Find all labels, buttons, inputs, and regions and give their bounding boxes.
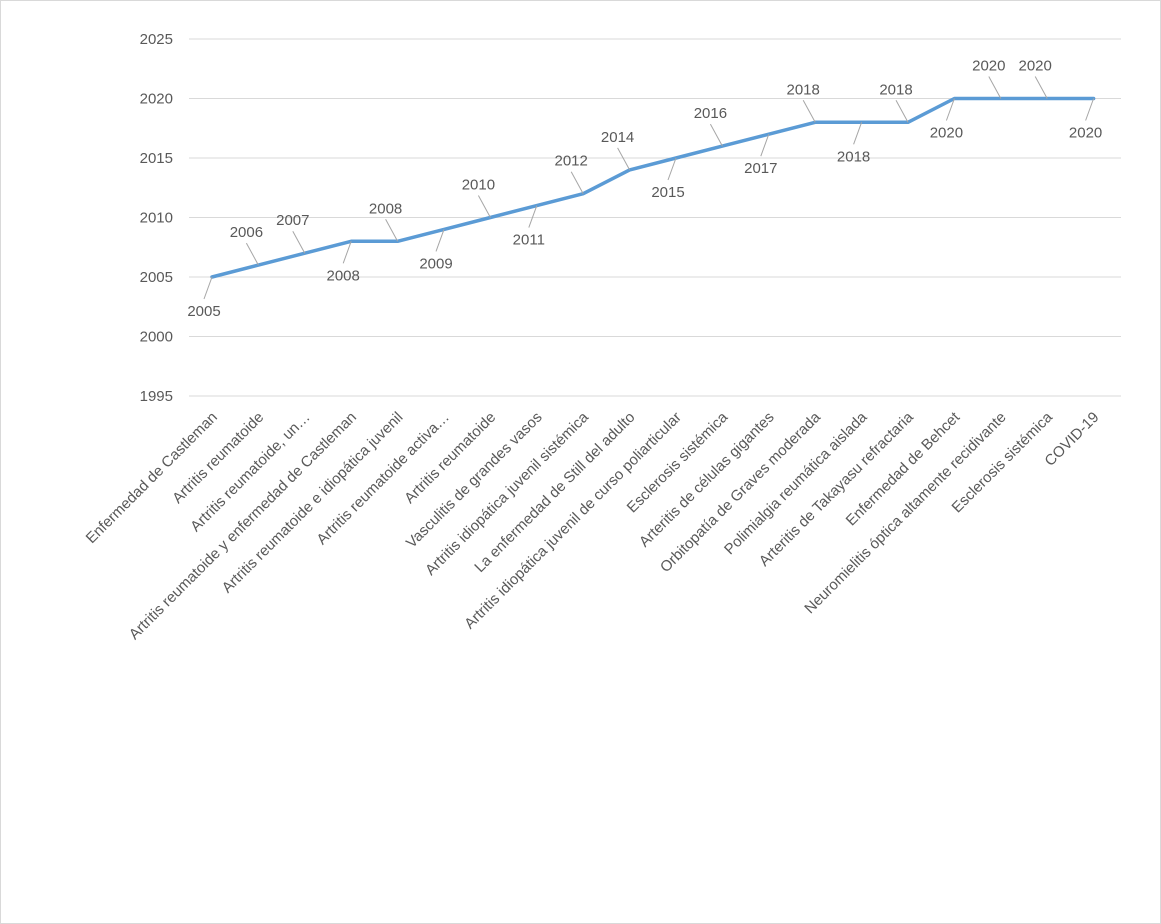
data-label-leader (342, 241, 352, 264)
data-label: 2018 (837, 148, 870, 165)
data-label-leader (709, 123, 723, 147)
data-label: 2020 (1069, 125, 1102, 142)
gridlines (189, 38, 1121, 397)
series-line (210, 96, 1096, 279)
data-label: 2010 (462, 177, 495, 194)
data-label: 2016 (694, 105, 727, 122)
data-label-leader (528, 205, 538, 228)
data-label: 2008 (369, 200, 402, 217)
y-axis-ticks: 1995 2000 2005 2010 2015 2020 2025 (140, 31, 173, 405)
data-label: 2009 (419, 255, 452, 272)
data-label: 2020 (1019, 58, 1052, 75)
series-line-group (210, 96, 1096, 279)
category-label: Artritis idiopática juvenil de curso pol… (461, 409, 685, 633)
data-label: 2012 (555, 153, 588, 170)
data-label-leaders (203, 76, 1095, 300)
data-label-leader (292, 230, 306, 254)
data-labels: 2005 2006 2007 2008 2008 2009 2010 2011 2012 2014… (187, 58, 1102, 321)
data-label-leader (988, 76, 1002, 99)
data-label: 2011 (513, 232, 545, 249)
data-label-leader (895, 100, 909, 123)
data-label-leader (760, 134, 770, 157)
y-tick-label: 2000 (140, 329, 173, 346)
data-label: 2006 (230, 224, 263, 241)
data-label: 2015 (651, 184, 684, 201)
data-label: 2005 (187, 303, 220, 320)
data-label-leader (802, 100, 816, 123)
data-label-leader (617, 147, 631, 171)
y-tick-label: 1995 (140, 388, 173, 405)
y-tick-label: 2025 (140, 31, 173, 48)
data-label-leader (1034, 76, 1048, 99)
data-label: 2018 (879, 81, 912, 98)
data-label: 2014 (601, 129, 634, 146)
data-label-leader (945, 98, 955, 121)
data-label: 2020 (972, 58, 1005, 75)
data-label-leader (667, 157, 677, 181)
data-label-leader (477, 195, 491, 218)
data-label-leader (435, 229, 445, 252)
y-tick-label: 2020 (140, 91, 173, 108)
data-label: 2020 (930, 125, 963, 142)
data-label-leader (853, 122, 863, 145)
data-label-leader (1085, 98, 1095, 121)
data-label: 2018 (787, 81, 820, 98)
data-label-leader (385, 219, 399, 242)
data-label-leader (570, 171, 584, 194)
y-tick-label: 2015 (140, 150, 173, 167)
data-label: 2017 (744, 160, 777, 177)
data-label: 2008 (327, 267, 360, 284)
data-label-leader (203, 276, 213, 300)
data-label: 2007 (276, 212, 309, 229)
data-label-leader (245, 242, 259, 266)
y-tick-label: 2005 (140, 269, 173, 286)
y-tick-label: 2010 (140, 210, 173, 227)
